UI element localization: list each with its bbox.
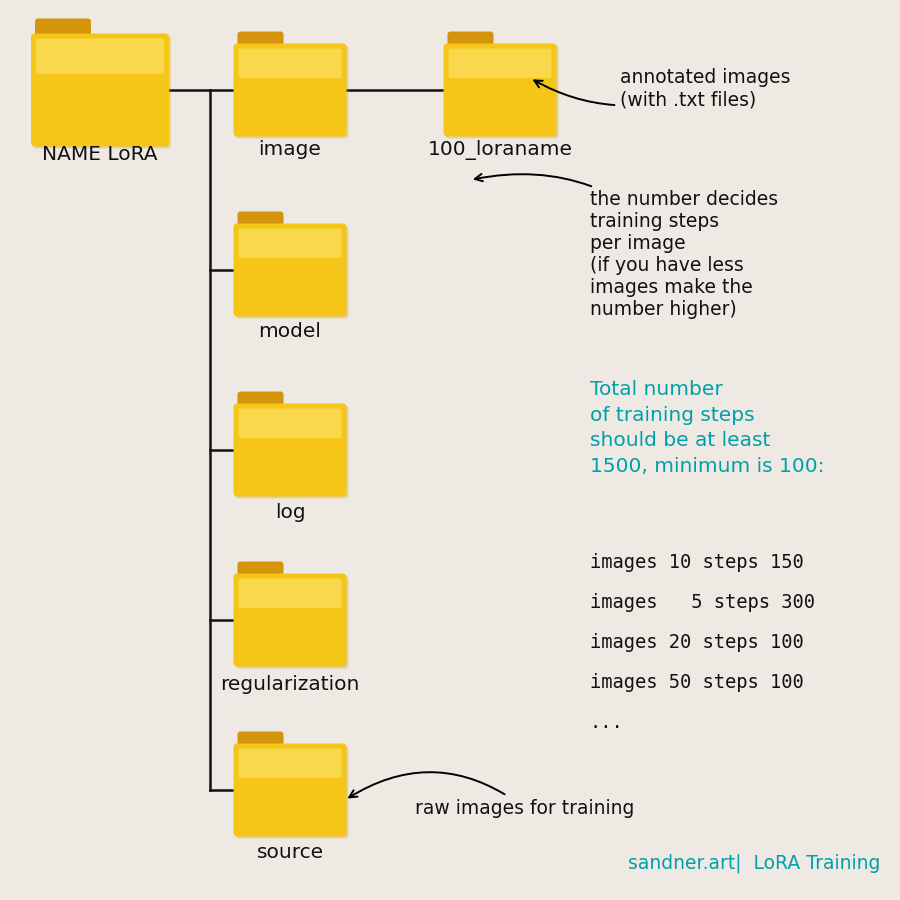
FancyBboxPatch shape: [236, 745, 348, 839]
FancyBboxPatch shape: [238, 732, 284, 754]
FancyBboxPatch shape: [236, 575, 348, 669]
FancyBboxPatch shape: [447, 32, 493, 55]
FancyBboxPatch shape: [35, 19, 91, 44]
FancyBboxPatch shape: [236, 46, 348, 139]
Text: images   5 steps 300: images 5 steps 300: [590, 593, 815, 612]
Text: model: model: [258, 322, 321, 341]
Text: regularization: regularization: [220, 675, 360, 694]
FancyBboxPatch shape: [238, 229, 341, 258]
FancyBboxPatch shape: [233, 403, 346, 497]
Text: images 10 steps 150: images 10 steps 150: [590, 553, 804, 572]
FancyBboxPatch shape: [238, 409, 341, 438]
FancyBboxPatch shape: [236, 406, 348, 499]
FancyBboxPatch shape: [233, 43, 346, 137]
FancyBboxPatch shape: [233, 743, 346, 836]
FancyBboxPatch shape: [31, 33, 169, 147]
Text: sandner.art|  LoRA Training: sandner.art| LoRA Training: [627, 853, 880, 873]
FancyBboxPatch shape: [238, 562, 284, 584]
Text: ...: ...: [590, 713, 624, 732]
FancyBboxPatch shape: [236, 226, 348, 319]
FancyBboxPatch shape: [448, 49, 552, 78]
Text: the number decides
training steps
per image
(if you have less
images make the
nu: the number decides training steps per im…: [475, 174, 778, 319]
FancyBboxPatch shape: [238, 32, 284, 55]
FancyBboxPatch shape: [238, 49, 341, 78]
Text: annotated images
(with .txt files): annotated images (with .txt files): [535, 68, 790, 109]
FancyBboxPatch shape: [238, 749, 341, 778]
Text: NAME LoRA: NAME LoRA: [42, 145, 158, 164]
FancyBboxPatch shape: [238, 392, 284, 415]
Text: log: log: [274, 503, 305, 522]
FancyBboxPatch shape: [444, 43, 556, 137]
Text: images 20 steps 100: images 20 steps 100: [590, 633, 804, 652]
FancyBboxPatch shape: [238, 579, 341, 608]
Text: source: source: [256, 843, 324, 862]
Text: raw images for training: raw images for training: [349, 772, 634, 817]
FancyBboxPatch shape: [233, 573, 346, 667]
FancyBboxPatch shape: [238, 212, 284, 235]
FancyBboxPatch shape: [446, 46, 559, 139]
Text: image: image: [258, 140, 321, 159]
FancyBboxPatch shape: [36, 39, 164, 74]
Text: images 50 steps 100: images 50 steps 100: [590, 673, 804, 692]
FancyBboxPatch shape: [233, 223, 346, 317]
Text: Total number
of training steps
should be at least
1500, minimum is 100:: Total number of training steps should be…: [590, 380, 824, 476]
Text: 100_loraname: 100_loraname: [428, 140, 572, 160]
FancyBboxPatch shape: [33, 35, 171, 148]
